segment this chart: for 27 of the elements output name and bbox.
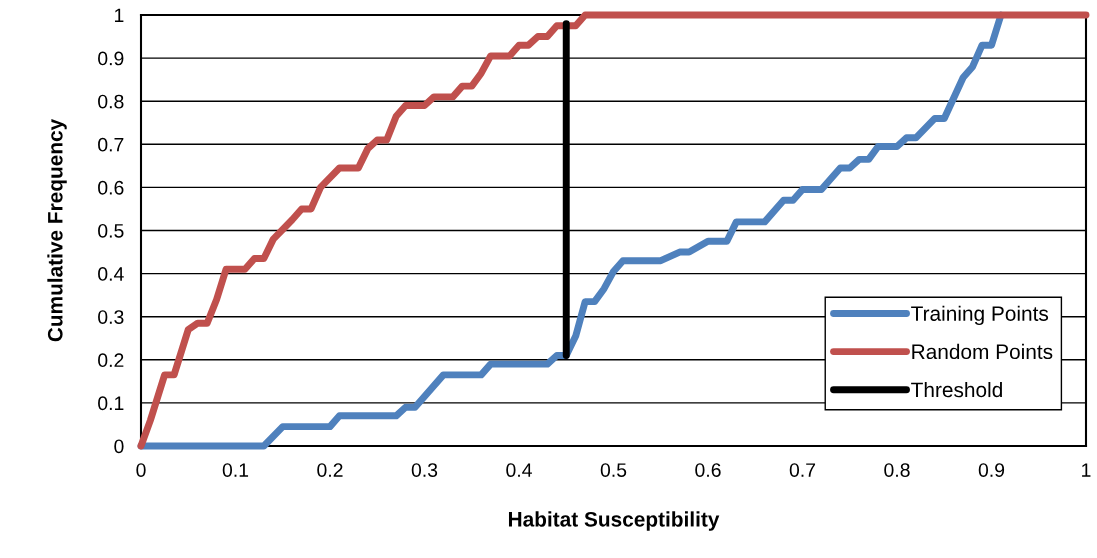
y-tick-label: 0.1 [98, 396, 124, 411]
x-axis-title: Habitat Susceptibility [508, 511, 720, 531]
x-tick-label: 0.3 [411, 463, 438, 477]
y-tick-label: 0.7 [98, 137, 124, 152]
x-tick-label: 1 [1082, 463, 1091, 477]
x-tick-label: 0.9 [978, 463, 1005, 477]
y-tick-label: 0.9 [98, 51, 124, 66]
y-tick-label: 0.8 [98, 94, 124, 109]
legend-label: Random Points [912, 343, 1053, 360]
legend-label: Training Points [911, 305, 1049, 326]
y-tick-label: 0 [114, 439, 124, 454]
y-tick-label: 0.2 [98, 353, 124, 368]
y-tick-label: 0.3 [98, 310, 124, 324]
x-tick-label: 0.6 [695, 463, 721, 477]
x-tick-label: 0 [136, 463, 146, 477]
x-tick-label: 0.4 [506, 463, 532, 477]
y-tick-label: 1 [115, 8, 124, 23]
x-tick-label: 0.7 [789, 463, 816, 477]
y-tick-label: 0.5 [98, 223, 124, 238]
y-tick-label: 0.6 [98, 180, 124, 195]
x-tick-label: 0.1 [222, 463, 249, 477]
x-tick-label: 0.2 [317, 463, 343, 477]
legend-label: Threshold [911, 381, 1002, 398]
y-axis-title: Cumulative Frequency [47, 118, 67, 342]
x-tick-label: 0.8 [884, 463, 910, 477]
y-tick-label: 0.4 [98, 267, 124, 281]
x-tick-label: 0.5 [600, 463, 627, 477]
